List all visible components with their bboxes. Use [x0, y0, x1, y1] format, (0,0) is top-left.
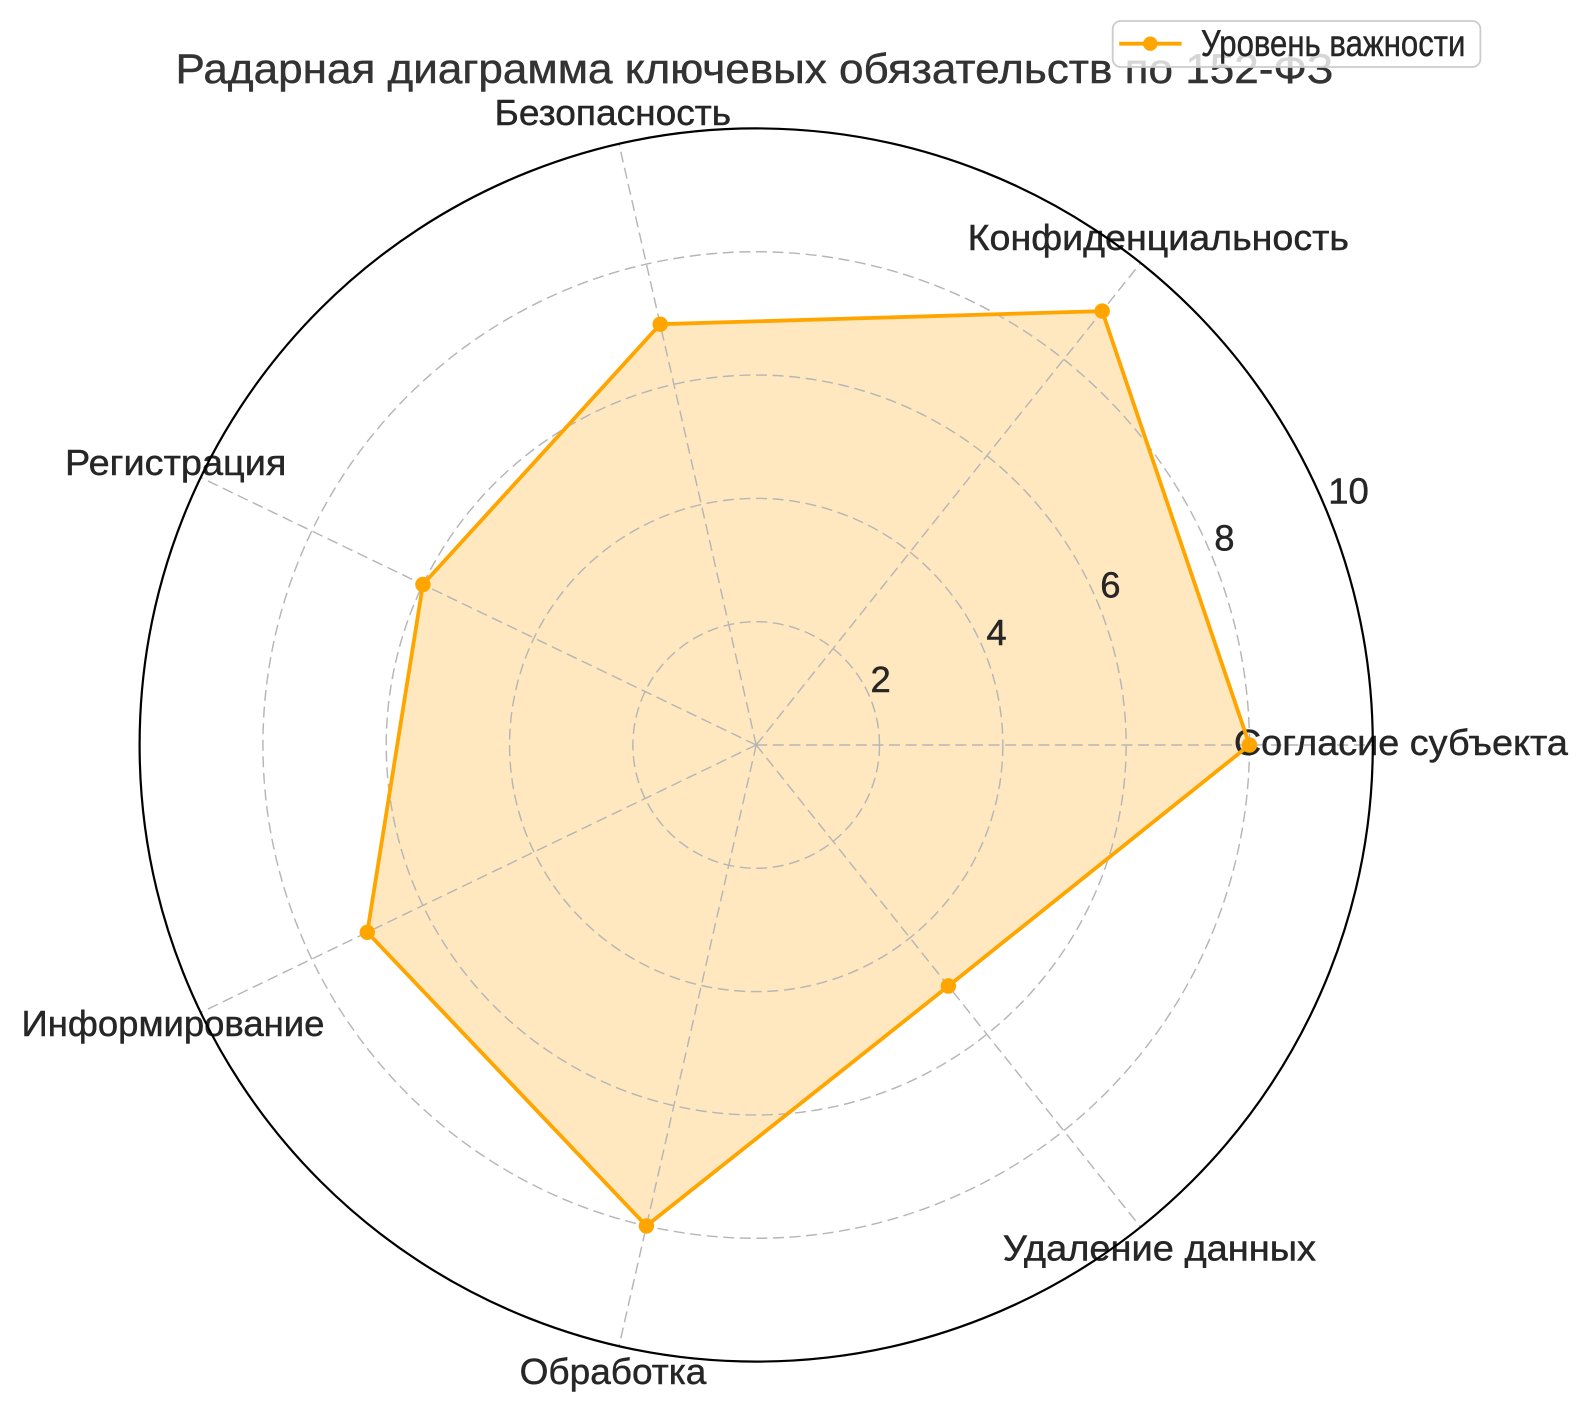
svg-text:Информирование: Информирование: [22, 1003, 325, 1044]
svg-text:Уровень важности: Уровень важности: [1201, 23, 1466, 64]
svg-text:6: 6: [1100, 565, 1120, 606]
svg-text:Регистрация: Регистрация: [65, 442, 286, 483]
svg-text:2: 2: [871, 659, 891, 700]
svg-text:Безопасность: Безопасность: [495, 92, 732, 133]
svg-text:Удаление данных: Удаление данных: [1003, 1227, 1316, 1268]
svg-text:Согласие субъекта: Согласие субъекта: [1234, 722, 1569, 763]
svg-text:10: 10: [1328, 470, 1369, 511]
svg-text:4: 4: [986, 612, 1006, 653]
svg-text:Конфиденциальность: Конфиденциальность: [968, 217, 1349, 258]
svg-text:Обработка: Обработка: [520, 1351, 708, 1392]
svg-text:8: 8: [1214, 518, 1234, 559]
